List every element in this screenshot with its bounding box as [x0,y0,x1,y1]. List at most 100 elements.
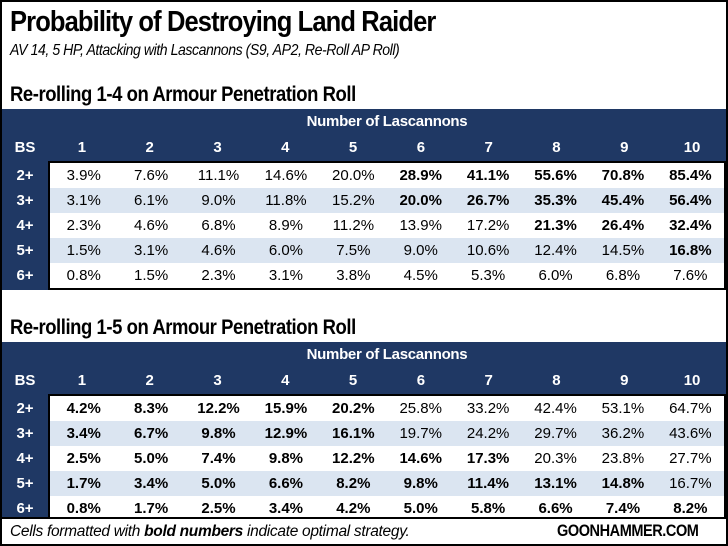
page-subtitle-text: AV 14, 5 HP, Attacking with Lascannons (… [10,42,400,59]
probability-cell: 6.0% [538,267,573,284]
probability-cell: 2.3% [66,217,101,234]
lascannon-count-header: 6 [416,372,426,389]
probability-cell: 29.7% [534,425,577,442]
table-row: 0.8% 1.7% 2.5% 3.4% 4.2% 5.0% 5.8% 6.6% 7.4% 8.2% [50,496,724,521]
probability-cell: 4.2% [66,400,101,417]
probability-cell: 16.8% [669,242,712,259]
probability-cell: 11.2% [332,217,375,234]
table-row: 3.1% 6.1% 9.0% 11.8% 15.2% 20.0% 26.7% 35.3% 45.… [50,188,724,213]
data-grid: 4.2% 8.3% 12.2% 15.9% 20.2% 25.8% 33.2% 42.4% 53… [48,394,726,523]
probability-cell: 27.7% [669,450,712,467]
lascannon-count-header: 7 [484,139,493,156]
lascannon-count-header: 10 [683,372,701,389]
probability-cell: 9.8% [268,450,304,467]
probability-cell: 16.1% [332,425,375,442]
lascannon-count-header: 6 [416,139,426,156]
probability-cell: 11.4% [467,475,509,492]
bs-row-label: 3+ [16,425,34,442]
probability-cell: 9.8% [201,425,236,442]
probability-cell: 13.1% [534,475,577,492]
table-body: 2+ 3+ 4+ 5+ 6+ 3.9% 7.6% 11.1% 14.6% 20.0% 28.9% 4… [2,161,726,290]
table-heading-text: Re-rolling 1-4 on Armour Penetration Rol… [10,83,356,106]
column-group-label: Number of Lascannons [306,346,468,363]
probability-cell: 0.8% [66,267,101,284]
table-row: 1.7% 3.4% 5.0% 6.6% 8.2% 9.8% 11.4% 13.1% 14.8% 1… [50,471,724,496]
probability-cell: 2.5% [201,500,236,517]
probability-cell: 53.1% [601,400,645,417]
lascannon-count-header: 1 [77,372,87,389]
probability-cell: 1.7% [66,475,101,492]
probability-cell: 41.1% [466,167,510,184]
probability-cell: 14.6% [264,167,308,184]
footer-bar: Cells formatted with bold numbers indica… [2,517,726,544]
footer-note-prefix: Cells formatted with [10,522,145,540]
probability-cell: 16.7% [669,475,712,492]
page-title: Probability of Destroying Land Raider [10,5,726,39]
table-heading: Re-rolling 1-5 on Armour Penetration Rol… [10,316,726,340]
lascannon-count-header: 3 [213,139,222,156]
bs-column: 2+ 3+ 4+ 5+ 6+ [2,161,48,290]
brand-label-text: GOONHAMMER.COM [557,522,699,540]
probability-cell: 2.3% [201,267,236,284]
probability-cell: 33.2% [466,400,510,417]
probability-cell: 12.4% [534,242,577,259]
probability-cell: 23.8% [601,450,645,467]
probability-cell: 21.3% [534,217,577,234]
brand-label: GOONHAMMER.COM [557,522,718,541]
probability-cell: 3.4% [66,425,101,442]
table-row: 2.3% 4.6% 6.8% 8.9% 11.2% 13.9% 17.2% 21.3% 26.4… [50,213,724,238]
lascannon-count-header: 3 [213,372,222,389]
lascannon-count-header: 8 [552,139,561,156]
lascannon-count-header: 2 [145,139,154,156]
page-subtitle: AV 14, 5 HP, Attacking with Lascannons (… [10,41,726,60]
bs-row-label: 4+ [16,450,34,467]
lascannon-count-header: 9 [620,139,629,156]
probability-cell: 9.0% [201,192,236,209]
probability-cell: 15.2% [332,192,375,209]
probability-cell: 12.2% [197,400,240,417]
probability-cell: 3.1% [268,267,304,284]
probability-cell: 9.0% [403,242,438,259]
table-row: 0.8% 1.5% 2.3% 3.1% 3.8% 4.5% 5.3% 6.0% 6.8% 7.6% [50,263,724,288]
probability-cell: 6.6% [538,500,573,517]
probability-cell: 2.5% [66,450,101,467]
probability-cell: 36.2% [601,425,645,442]
probability-cell: 85.4% [669,167,712,184]
probability-table: Number of Lascannons BS 1 2 3 4 5 6 7 8 9 10 2+ 3+… [2,109,726,290]
table-header: Number of Lascannons BS 1 2 3 4 5 6 7 8 9 10 [2,342,726,394]
table-heading-text: Re-rolling 1-5 on Armour Penetration Rol… [10,316,356,339]
bs-row-label: 5+ [16,242,34,259]
table-row: 3.9% 7.6% 11.1% 14.6% 20.0% 28.9% 41.1% 55.6% 70… [50,163,724,188]
probability-cell: 6.6% [268,475,304,492]
probability-cell: 14.5% [601,242,645,259]
probability-cell: 64.7% [669,400,712,417]
probability-cell: 3.4% [268,500,304,517]
probability-cell: 19.7% [399,425,442,442]
bs-column: 2+ 3+ 4+ 5+ 6+ [2,394,48,523]
probability-cell: 6.1% [134,192,169,209]
probability-cell: 55.6% [534,167,577,184]
probability-cell: 20.3% [534,450,577,467]
probability-cell: 14.8% [601,475,645,492]
probability-cell: 32.4% [669,217,712,234]
footer-note: Cells formatted with bold numbers indica… [10,523,410,541]
probability-cell: 14.6% [399,450,442,467]
lascannon-count-header: 2 [145,372,154,389]
probability-cell: 4.2% [336,500,371,517]
bs-row-label: 2+ [16,400,34,417]
probability-cell: 24.2% [466,425,510,442]
probability-cell: 26.7% [466,192,510,209]
probability-cell: 5.0% [134,450,169,467]
probability-cell: 26.4% [601,217,645,234]
probability-cell: 43.6% [669,425,712,442]
bs-column-header: BS [14,139,36,156]
page-title-text: Probability of Destroying Land Raider [10,6,436,38]
probability-cell: 8.2% [336,475,371,492]
probability-cell: 7.5% [336,242,371,259]
table-row: 1.5% 3.1% 4.6% 6.0% 7.5% 9.0% 10.6% 12.4% 14.5% 1… [50,238,724,263]
column-group-label: Number of Lascannons [306,113,468,130]
lascannon-count-header: 7 [484,372,493,389]
probability-cell: 7.4% [605,500,641,517]
column-header-row: BS 1 2 3 4 5 6 7 8 9 10 [2,368,726,394]
